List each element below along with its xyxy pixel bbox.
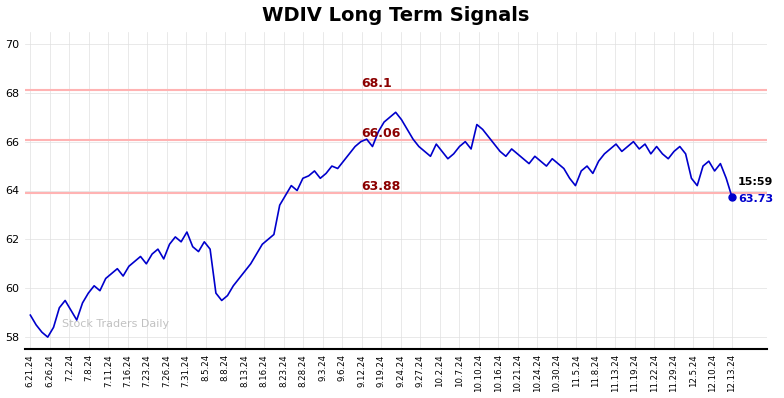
Point [726, 194, 739, 200]
Text: 63.73: 63.73 [738, 194, 773, 204]
Text: 15:59: 15:59 [738, 177, 773, 187]
Text: 63.88: 63.88 [361, 181, 400, 193]
Text: 66.06: 66.06 [361, 127, 401, 140]
Text: 68.1: 68.1 [361, 77, 392, 90]
Text: Stock Traders Daily: Stock Traders Daily [62, 319, 169, 329]
Title: WDIV Long Term Signals: WDIV Long Term Signals [262, 6, 529, 25]
